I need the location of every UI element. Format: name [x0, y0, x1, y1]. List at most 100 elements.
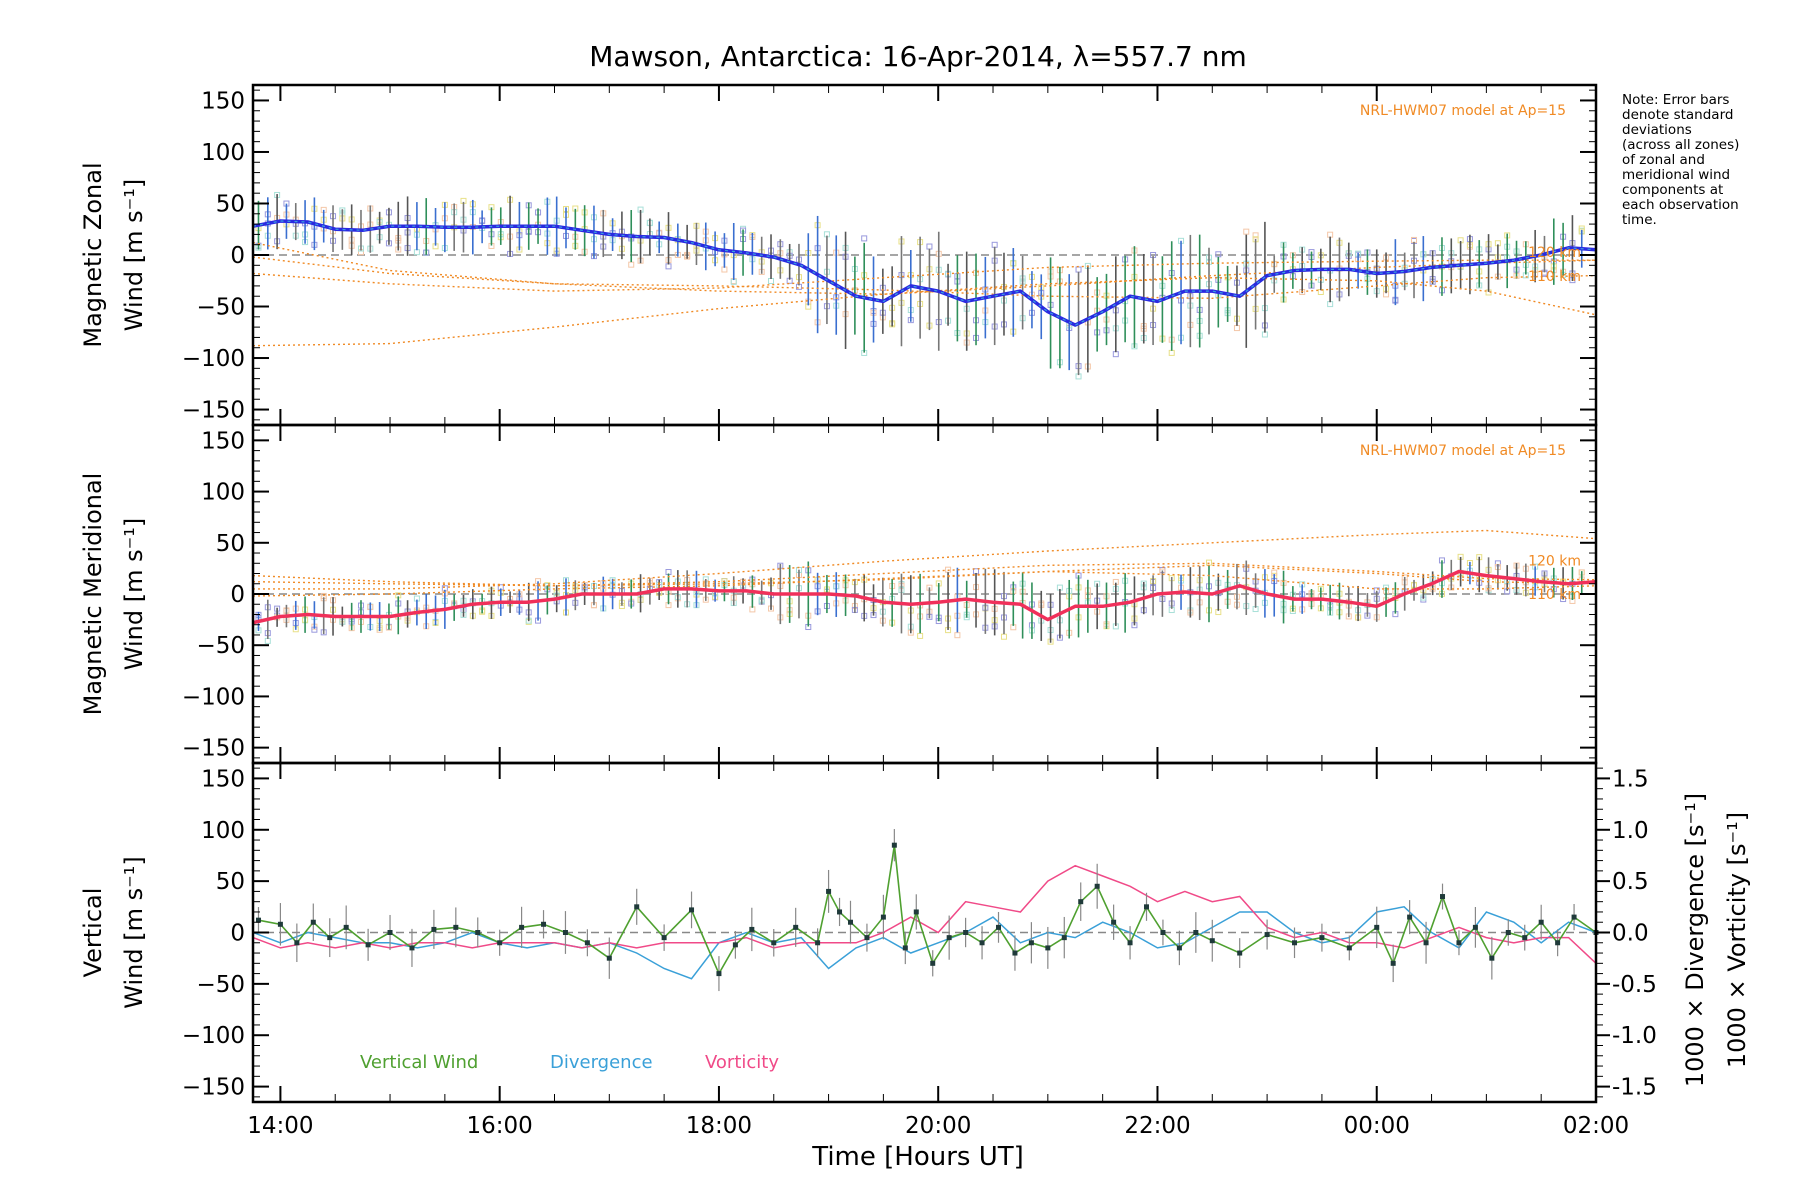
y-tick-label: −100	[182, 1023, 245, 1049]
y-tick-label: −150	[182, 1075, 245, 1101]
vertical-wind-point	[255, 917, 261, 923]
vertical-wind-point	[1374, 924, 1380, 930]
zone-point	[1215, 251, 1222, 258]
chart-title: Mawson, Antarctica: 16-Apr-2014, λ=557.7…	[589, 40, 1247, 73]
y-tick-label: 150	[201, 766, 245, 792]
vertical-wind-point	[847, 919, 853, 925]
model-height-label-120: 120 km	[1528, 245, 1581, 261]
zone-point	[861, 235, 868, 242]
y-tick-label: −150	[182, 398, 245, 424]
vertical-wind-point	[1390, 960, 1396, 966]
zone-point	[945, 566, 952, 573]
vertical-wind-point	[327, 935, 333, 941]
vertical-wind-point	[519, 924, 525, 930]
vertical-wind-point	[826, 888, 832, 894]
note-line: denote standard	[1622, 107, 1733, 123]
vertical-wind-point	[716, 971, 722, 977]
legend-item-2: Vorticity	[705, 1052, 779, 1073]
y-tick-label: 150	[201, 428, 245, 454]
chart-panels: NRL-HWM07 model at Ap=15 120 km 110 km 150 1…	[79, 83, 1751, 1104]
model-line-3	[252, 256, 1597, 300]
vertical-wind-point	[294, 940, 300, 946]
vertical-wind-point	[946, 935, 952, 941]
zone-point	[954, 632, 961, 639]
y-tick-label: 100	[201, 480, 245, 506]
vertical-wind-point	[606, 955, 612, 961]
y-tick-label: −50	[196, 633, 245, 659]
note-line: deviations	[1622, 122, 1692, 138]
y-tick-label: 50	[216, 869, 245, 895]
vertical-wind-point	[1078, 899, 1084, 905]
panel-vertical: Vertical Wind Divergence Vorticity 1.5 1.0 0.…	[79, 761, 1751, 1104]
vertical-wind-point	[689, 907, 695, 913]
y-axis-title-line-0: Magnetic Zonal	[79, 162, 107, 347]
vertical-wind-point	[1045, 945, 1051, 951]
vertical-wind-point	[1193, 930, 1199, 935]
vertical-wind-point	[930, 960, 936, 966]
vertical-wind-point	[1407, 914, 1413, 920]
vertical-wind-point	[1456, 940, 1462, 946]
zone-point	[1252, 232, 1259, 239]
y-tick-label: 50	[216, 191, 245, 217]
vorticity-line	[252, 864, 1597, 964]
right-tick-label: 0.5	[1612, 869, 1649, 895]
x-tick-label: 00:00	[1344, 1113, 1410, 1139]
vertical-wind-point	[1440, 894, 1446, 900]
zone-point	[628, 261, 635, 268]
vertical-wind-point	[771, 940, 777, 946]
right-tick-label: -1.0	[1612, 1023, 1657, 1049]
right-tick-label: 0.0	[1612, 921, 1649, 947]
y-tick-label: 50	[216, 531, 245, 557]
vertical-wind-point	[277, 921, 283, 927]
model-height-label-120: 120 km	[1528, 553, 1581, 569]
y-tick-label: −50	[196, 295, 245, 321]
vertical-wind-point	[1423, 940, 1429, 946]
vertical-wind-point	[387, 930, 393, 935]
right-tick-label: 1.0	[1612, 818, 1649, 844]
vertical-wind-point	[634, 904, 640, 910]
model-label: NRL-HWM07 model at Ap=15	[1360, 103, 1566, 119]
x-tick-label: 22:00	[1124, 1113, 1190, 1139]
vertical-wind-point	[431, 926, 437, 932]
vertical-wind-point	[1209, 938, 1215, 944]
y-tick-label: −100	[182, 684, 245, 710]
vertical-wind-point	[453, 924, 459, 930]
model-height-label-110: 110 km	[1528, 269, 1581, 285]
vertical-wind-point	[1127, 940, 1133, 946]
vertical-wind-point	[913, 909, 919, 915]
y-tick-label: −150	[182, 736, 245, 762]
panel-zonal: NRL-HWM07 model at Ap=15 120 km 110 km 150 1…	[79, 83, 1598, 427]
vertical-wind-point	[1028, 940, 1034, 946]
vertical-wind-point	[902, 945, 908, 951]
model-height-label-110: 110 km	[1528, 587, 1581, 603]
note-line: each observation	[1622, 197, 1739, 213]
vertical-wind-point	[541, 921, 547, 927]
vertical-wind-point	[732, 942, 738, 948]
vertical-wind-point	[1012, 950, 1018, 956]
vertical-wind-point	[864, 935, 870, 941]
y-axis-title-line-0: Magnetic Meridional	[79, 473, 107, 716]
panel-meridional: NRL-HWM07 model at Ap=15 120 km 110 km 150 1…	[79, 423, 1598, 765]
y-tick-label: 0	[230, 921, 245, 947]
vertical-wind-point	[996, 924, 1002, 930]
mean-wind-highlight	[252, 220, 1597, 326]
vertical-wind-point	[365, 942, 371, 948]
vertical-wind-point	[1094, 883, 1100, 889]
x-axis-title: Time [Hours UT]	[811, 1142, 1024, 1172]
note-line: time.	[1622, 212, 1657, 228]
vertical-wind-point	[749, 926, 755, 932]
vertical-wind-point	[1237, 950, 1243, 956]
y-axis-title-line-1: Wind [m s⁻¹]	[120, 856, 148, 1008]
vertical-wind-points	[255, 842, 1599, 977]
x-axis-tick-labels: 14:00 16:00 18:00 20:00 22:00 00:00 02:00	[247, 1113, 1629, 1139]
vertical-wind-point	[562, 930, 568, 935]
zone-point	[917, 632, 924, 639]
vertical-wind-point	[1144, 904, 1150, 910]
vertical-wind-point	[343, 924, 349, 930]
vertical-wind-point	[1176, 945, 1182, 951]
legend-item-0: Vertical Wind	[360, 1052, 478, 1073]
vertical-wind-point	[409, 945, 415, 951]
note-line: (across all zones)	[1622, 137, 1739, 153]
